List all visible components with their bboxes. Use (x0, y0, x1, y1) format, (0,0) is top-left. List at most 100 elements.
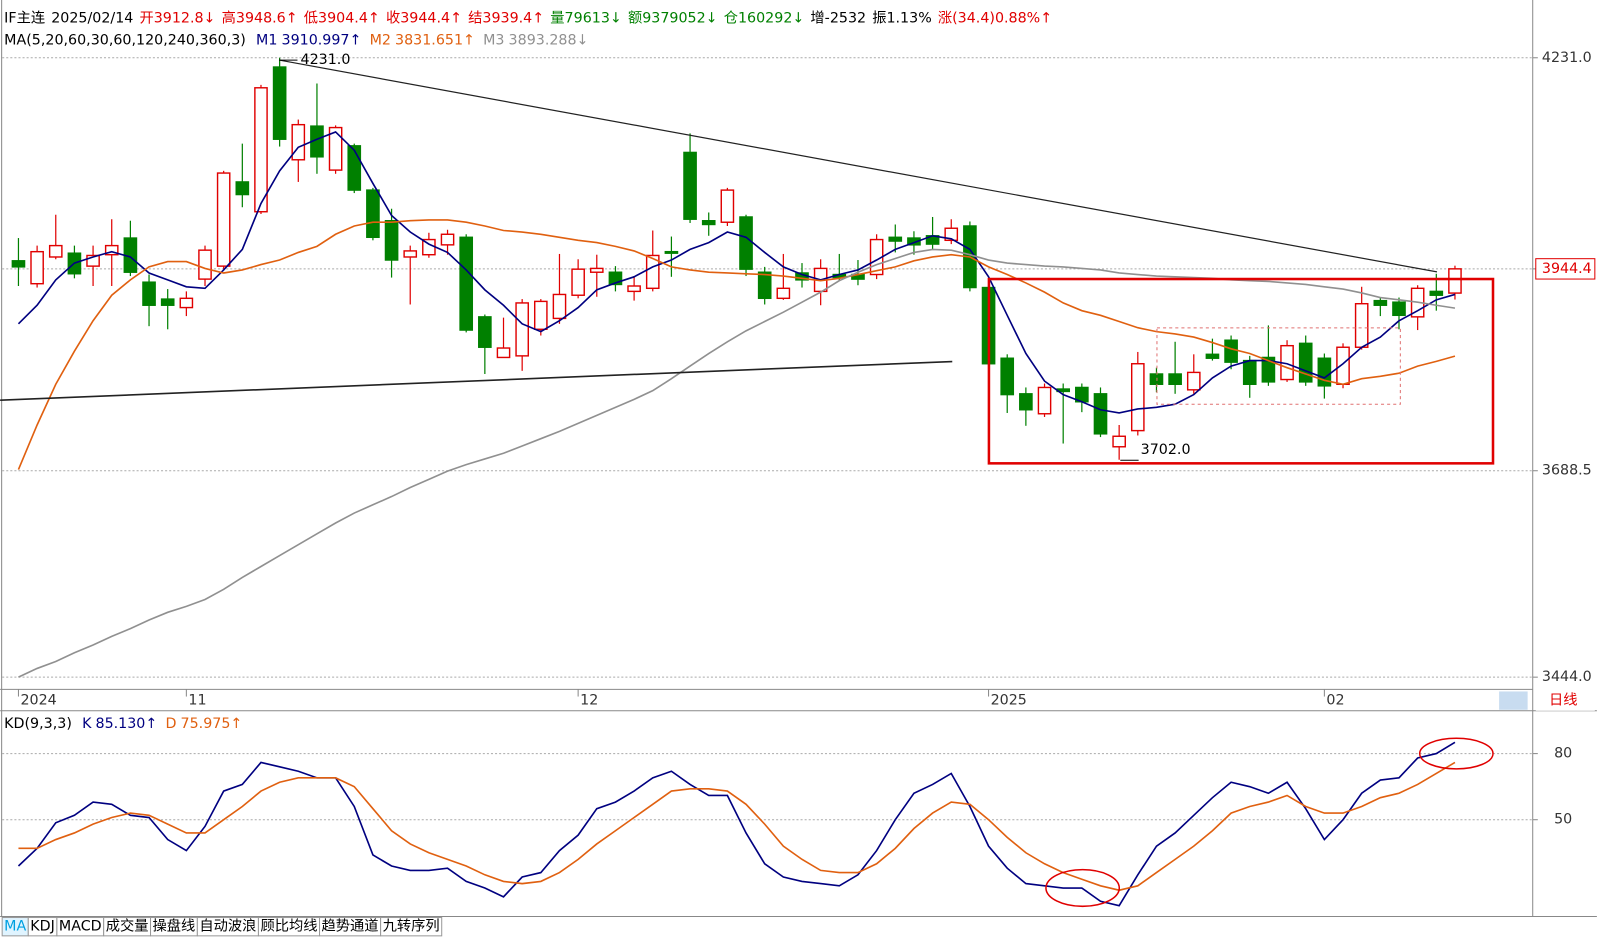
candle-body (86, 254, 100, 267)
header-item: 仓160292↓ (724, 9, 805, 26)
circle-mark (1045, 868, 1121, 908)
scroll-box (1499, 691, 1528, 710)
legend-value: 85.130↑ (96, 716, 158, 732)
legend-name: K (82, 716, 92, 732)
circle-mark (1418, 737, 1494, 770)
legend-entry: K 85.130↑ (82, 716, 157, 732)
candle-body (384, 220, 399, 261)
candle-body (254, 87, 268, 213)
candle-body (944, 227, 959, 242)
candle-body (272, 66, 287, 140)
candle-body (720, 189, 735, 223)
y-tick-label: 3944.4 (1542, 261, 1592, 277)
y-tick-label: 3688.5 (1542, 463, 1592, 479)
header-item: IF主连 (4, 9, 45, 26)
candle-body (1112, 435, 1126, 448)
header-item: 涨(34.4)0.88%↑ (938, 9, 1052, 26)
candle-body (216, 172, 231, 267)
y-tick-label: 80 (1554, 746, 1572, 762)
tab-label[interactable]: 自动波浪 (199, 918, 256, 935)
candle-body (440, 233, 455, 246)
x-tick-label: 02 (1326, 693, 1344, 709)
candle-body (888, 236, 903, 242)
candle-body (104, 244, 119, 256)
candle-body (1093, 393, 1108, 435)
candle-body (571, 268, 585, 296)
legend-entry: M3 3893.288↓ (483, 33, 588, 49)
header-item: 额9379052↓ (628, 9, 718, 26)
low-label: 3702.0 (1141, 442, 1191, 458)
candle-body (142, 281, 156, 306)
candle-body (552, 293, 567, 320)
candle-body (664, 250, 679, 254)
candle-body (403, 250, 418, 258)
candle-body (1261, 356, 1276, 383)
ma-line (17, 219, 1456, 470)
price-box (1535, 258, 1596, 280)
candle-body (757, 271, 772, 300)
legend-name: M3 (483, 33, 504, 49)
tab-label[interactable]: MACD (59, 919, 102, 935)
legend-entry: D 75.975↑ (165, 716, 242, 732)
x-tick-label: 2025 (991, 693, 1027, 709)
candle-body (627, 285, 641, 293)
panel-title: KD(9,3,3) (4, 716, 72, 732)
y-tick-label: 50 (1554, 812, 1572, 828)
tab-label[interactable]: 趋势通道 (322, 918, 379, 935)
tab-label[interactable]: 九转序列 (383, 918, 440, 935)
candle-body (1373, 299, 1388, 306)
tab[interactable] (380, 917, 443, 937)
x-tick-label: 12 (580, 693, 598, 709)
drawings: 4231.0 3702.0 (0, 52, 1495, 908)
candle-body (683, 151, 697, 220)
y-tick-label: 3444.0 (1542, 669, 1592, 685)
legend-value: 75.975↑ (181, 716, 243, 732)
tab-label[interactable]: KDJ (30, 919, 55, 935)
tab-label[interactable]: 成交量 (106, 917, 149, 935)
candle-body (515, 302, 529, 357)
legend-entry: M2 3831.651↑ (370, 33, 475, 49)
header-item: 振1.13% (872, 9, 932, 26)
header-item: 2025/02/14 (51, 10, 133, 26)
tab-label[interactable]: MA (4, 919, 26, 935)
header-item: 量79613↓ (550, 10, 622, 26)
candle-body (907, 237, 921, 246)
candle-body (1392, 301, 1406, 317)
header-item: 高3948.6↑ (222, 9, 298, 26)
y-tick-label: 4231.0 (1542, 50, 1592, 66)
candle-body (739, 216, 753, 270)
header-item: 结3939.4↑ (468, 9, 544, 26)
period-button[interactable] (1535, 689, 1595, 711)
candle-body (776, 287, 791, 300)
high-label: 4231.0 (301, 52, 351, 68)
period-label[interactable]: 日线 (1549, 692, 1578, 709)
tab-label[interactable]: 顾比均线 (260, 918, 317, 935)
candle-body (1019, 393, 1033, 411)
candle-body (1186, 371, 1201, 391)
candle-body (30, 250, 44, 285)
candle-body (1429, 290, 1444, 296)
candle-body (1037, 386, 1052, 415)
candle-body (328, 126, 343, 171)
candle-body (1354, 302, 1369, 348)
kd-line (18, 761, 1456, 892)
candle-body (1130, 363, 1145, 432)
tab-label[interactable]: 操盘线 (153, 917, 196, 935)
legend-value: 3910.997↑ (281, 33, 361, 49)
header-item: 开3912.8↓ (139, 10, 215, 26)
candle-body (478, 316, 492, 348)
candle-body (1000, 357, 1015, 396)
candle-body (347, 145, 362, 191)
candle-body (533, 300, 548, 331)
ma-line (17, 130, 1456, 414)
x-tick-label: 11 (188, 693, 206, 709)
x-tick-label: 2024 (20, 693, 56, 709)
range-box (1156, 327, 1401, 405)
candle-body (459, 236, 474, 331)
legend-name: D (165, 716, 176, 732)
candle-body (198, 249, 212, 280)
candle-body (48, 244, 63, 258)
legend-name: M2 (370, 33, 391, 49)
